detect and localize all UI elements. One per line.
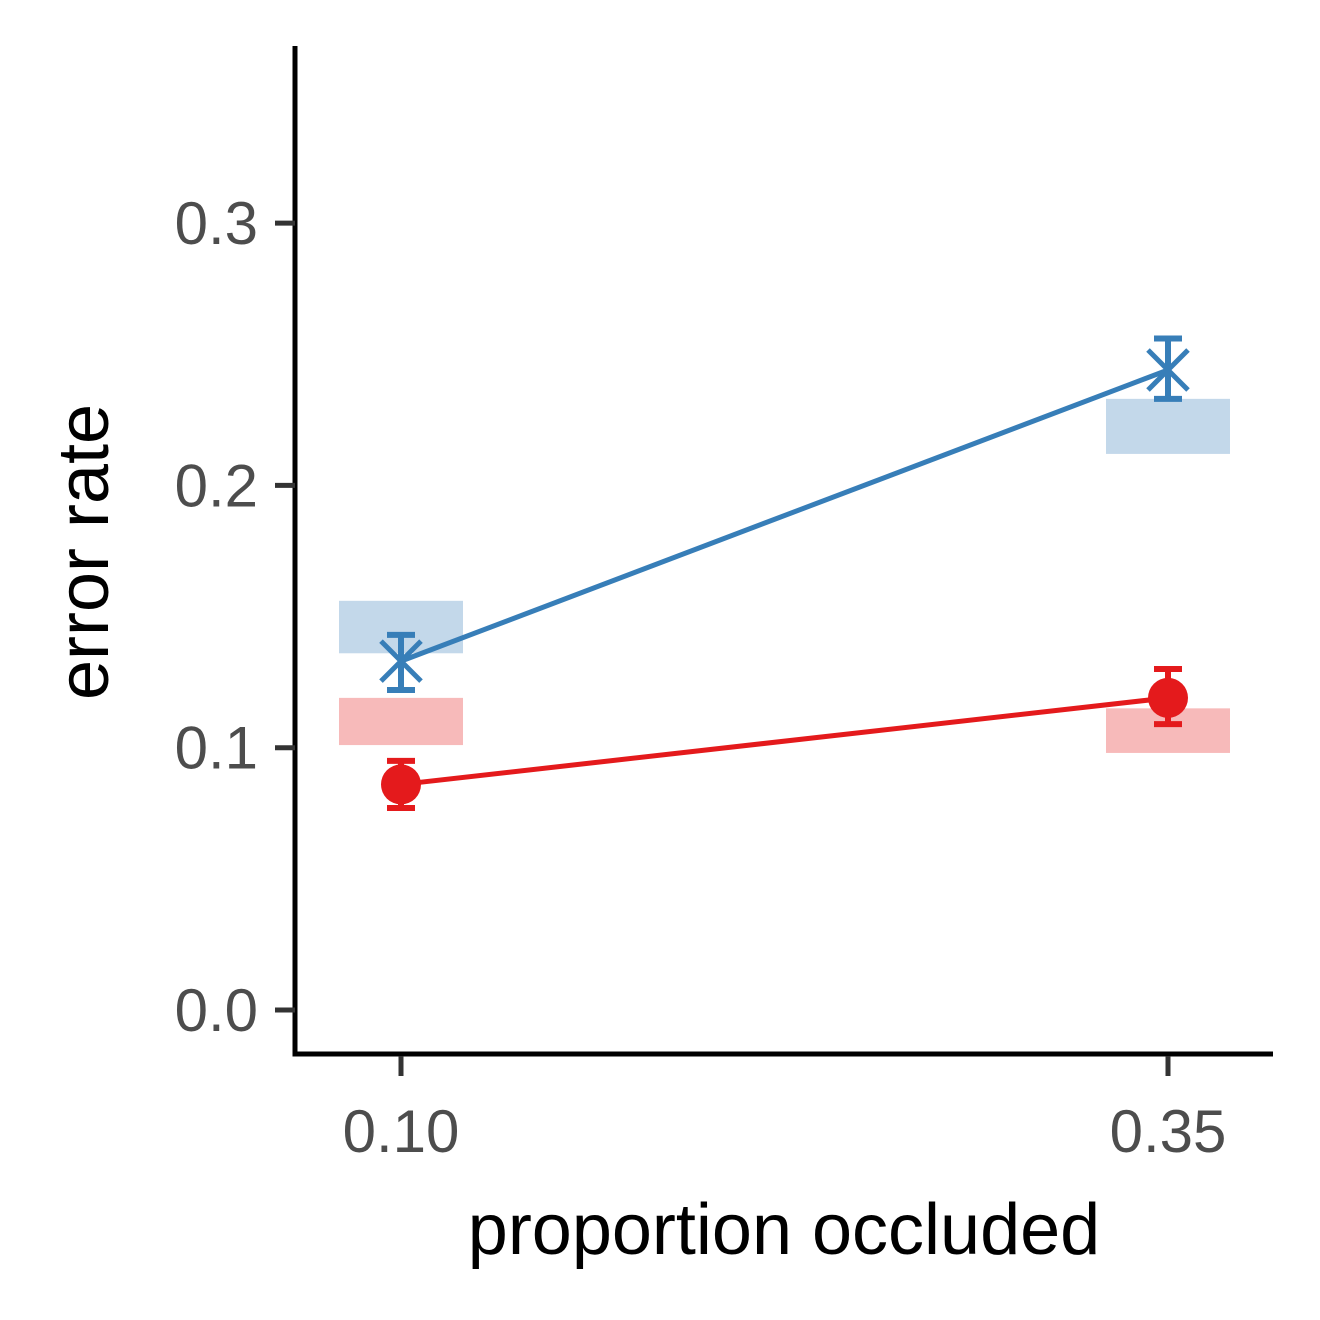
data-point-stroke [1146,348,1190,392]
data-point [1146,348,1190,392]
y-tick-label: 0.3 [175,190,258,257]
x-ticks: 0.10 0.35 [343,1056,1227,1165]
x-axis-title: proportion occluded [468,1190,1100,1270]
series-line [400,367,1169,664]
y-ticks: 0.0 0.1 0.2 0.3 [175,190,295,1044]
reference-band [339,697,463,746]
y-tick-label: 0.2 [175,452,258,519]
x-tick-label: 0.10 [343,1098,460,1165]
series-line [400,695,1169,787]
series-markers [379,348,1190,805]
y-tick-label: 0.0 [175,977,258,1044]
data-point [1148,677,1188,718]
y-axis-title: error rate [44,404,124,700]
data-point [381,764,421,805]
axes [292,46,1273,1057]
reference-bands [339,398,1230,753]
x-tick-label: 0.35 [1110,1098,1227,1165]
series-lines [400,367,1169,787]
reference-band [1106,398,1230,454]
data-point [379,639,423,683]
y-tick-label: 0.1 [175,715,258,782]
data-point-stroke [379,639,423,683]
